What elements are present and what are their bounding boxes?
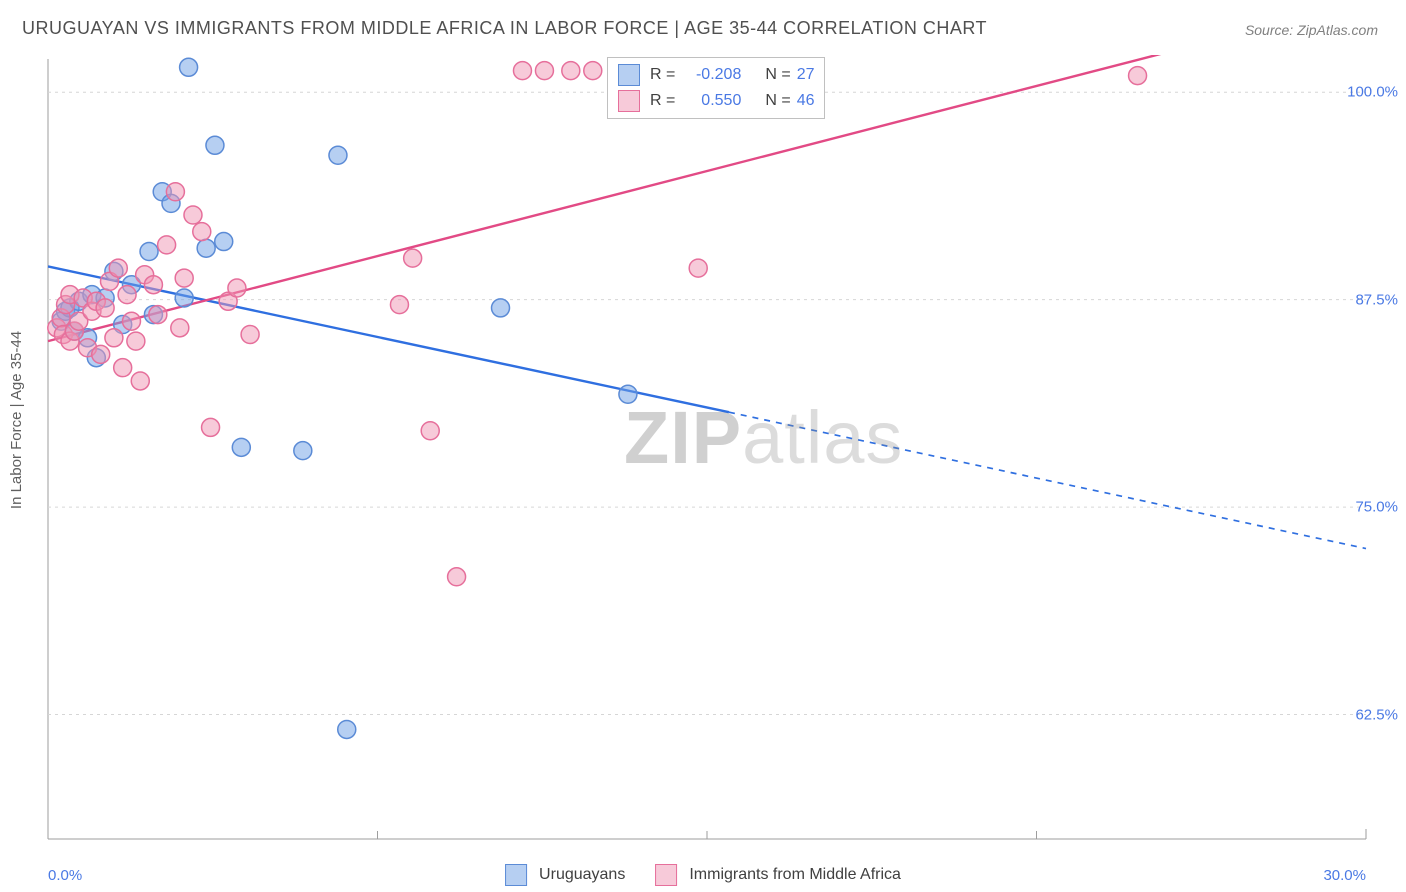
legend-swatch xyxy=(505,864,527,886)
legend-correlation-row: R = 0.550 N = 46 xyxy=(618,88,814,114)
legend-n-label: N = xyxy=(765,66,790,84)
legend-correlation-row: R = -0.208 N = 27 xyxy=(618,62,814,88)
legend-n-label: N = xyxy=(765,92,790,110)
legend-series-item: Immigrants from Middle Africa xyxy=(655,864,901,886)
legend-n-value: 27 xyxy=(797,66,815,84)
legend-r-value: -0.208 xyxy=(681,66,741,84)
legend-series-label: Immigrants from Middle Africa xyxy=(689,866,901,884)
series-legend: Uruguayans Immigrants from Middle Africa xyxy=(505,864,901,886)
correlation-legend-box: R = -0.208 N = 27 R = 0.550 N = 46 xyxy=(607,57,825,119)
y-tick-label: 87.5% xyxy=(1355,291,1398,308)
legend-swatch xyxy=(655,864,677,886)
source-label: Source: ZipAtlas.com xyxy=(1245,22,1378,38)
scatter-chart-svg xyxy=(44,55,1370,843)
legend-r-label: R = xyxy=(650,66,675,84)
y-axis-label: In Labor Force | Age 35-44 xyxy=(8,331,25,509)
chart-plot-area: R =-0.208N =27R =0.550N =46 ZIPatlas xyxy=(44,55,1370,843)
chart-title: URUGUAYAN VS IMMIGRANTS FROM MIDDLE AFRI… xyxy=(22,18,987,39)
y-tick-label: 75.0% xyxy=(1355,499,1398,516)
y-tick-label: 100.0% xyxy=(1347,84,1398,101)
legend-swatch xyxy=(618,64,640,86)
legend-series-item: Uruguayans xyxy=(505,864,625,886)
legend-r-label: R = xyxy=(650,92,675,110)
legend-swatch xyxy=(618,90,640,112)
legend-n-value: 46 xyxy=(797,92,815,110)
legend-r-value: 0.550 xyxy=(681,92,741,110)
x-tick-label: 30.0% xyxy=(1323,867,1366,884)
legend-series-label: Uruguayans xyxy=(539,866,625,884)
x-tick-label: 0.0% xyxy=(48,867,82,884)
y-tick-label: 62.5% xyxy=(1355,706,1398,723)
